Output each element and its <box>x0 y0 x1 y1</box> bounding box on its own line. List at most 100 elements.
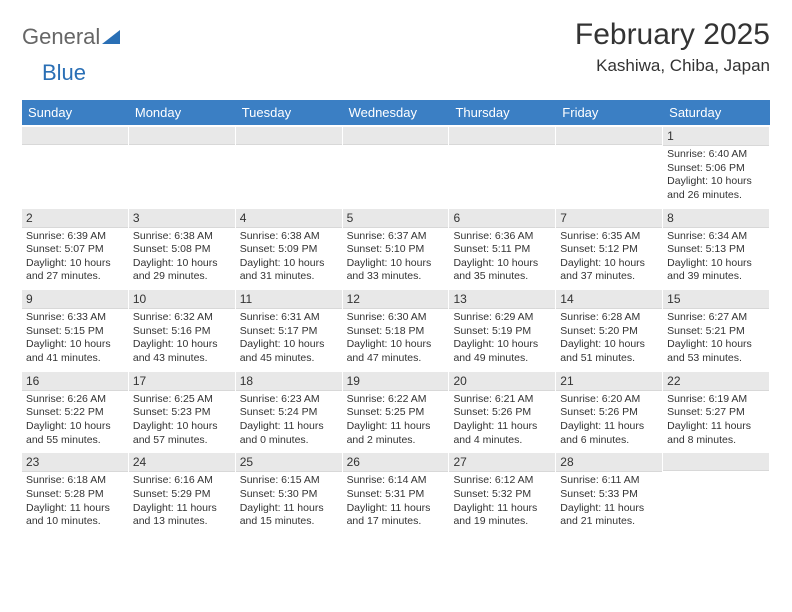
day-cell: 4 Sunrise: 6:38 AMSunset: 5:09 PMDaylight… <box>236 207 343 289</box>
day-info: Sunrise: 6:40 AMSunset: 5:06 PMDaylight:… <box>667 148 765 203</box>
day-cell: 21 Sunrise: 6:20 AMSunset: 5:26 PMDayligh… <box>556 370 663 452</box>
day-info: Sunrise: 6:19 AMSunset: 5:27 PMDaylight:… <box>667 393 765 448</box>
day-cell <box>663 451 770 533</box>
day-cell <box>236 125 343 207</box>
calendar: SundayMondayTuesdayWednesdayThursdayFrid… <box>22 100 770 533</box>
title-block: February 2025 Kashiwa, Chiba, Japan <box>575 18 770 76</box>
day-cell: 17 Sunrise: 6:25 AMSunset: 5:23 PMDayligh… <box>129 370 236 452</box>
day-cell: 6 Sunrise: 6:36 AMSunset: 5:11 PMDaylight… <box>449 207 556 289</box>
day-info: Sunrise: 6:21 AMSunset: 5:26 PMDaylight:… <box>453 393 551 448</box>
day-number: 26 <box>343 453 449 472</box>
day-info: Sunrise: 6:18 AMSunset: 5:28 PMDaylight:… <box>26 474 124 529</box>
month-title: February 2025 <box>575 18 770 52</box>
day-cell: 19 Sunrise: 6:22 AMSunset: 5:25 PMDayligh… <box>343 370 450 452</box>
day-cell: 18 Sunrise: 6:23 AMSunset: 5:24 PMDayligh… <box>236 370 343 452</box>
day-info: Sunrise: 6:29 AMSunset: 5:19 PMDaylight:… <box>453 311 551 366</box>
week-row: 9Sunrise: 6:33 AMSunset: 5:15 PMDaylight… <box>22 288 770 370</box>
day-cell: 9Sunrise: 6:33 AMSunset: 5:15 PMDaylight… <box>22 288 129 370</box>
day-number: 1 <box>663 127 769 146</box>
day-info: Sunrise: 6:11 AMSunset: 5:33 PMDaylight:… <box>560 474 658 529</box>
logo-triangle-icon <box>102 24 120 50</box>
day-info: Sunrise: 6:15 AMSunset: 5:30 PMDaylight:… <box>240 474 338 529</box>
day-info: Sunrise: 6:12 AMSunset: 5:32 PMDaylight:… <box>453 474 551 529</box>
day-info: Sunrise: 6:25 AMSunset: 5:23 PMDaylight:… <box>133 393 231 448</box>
empty-day-bar <box>22 127 128 145</box>
day-cell: 15 Sunrise: 6:27 AMSunset: 5:21 PMDayligh… <box>663 288 770 370</box>
day-number: 18 <box>236 372 342 391</box>
week-row: 16Sunrise: 6:26 AMSunset: 5:22 PMDayligh… <box>22 370 770 452</box>
day-number: 20 <box>449 372 555 391</box>
day-number: 4 <box>236 209 342 228</box>
day-number: 6 <box>449 209 555 228</box>
day-info: Sunrise: 6:23 AMSunset: 5:24 PMDaylight:… <box>240 393 338 448</box>
day-info: Sunrise: 6:31 AMSunset: 5:17 PMDaylight:… <box>240 311 338 366</box>
day-info: Sunrise: 6:37 AMSunset: 5:10 PMDaylight:… <box>347 230 445 285</box>
day-cell <box>343 125 450 207</box>
day-cell: 23 Sunrise: 6:18 AMSunset: 5:28 PMDayligh… <box>22 451 129 533</box>
day-number: 14 <box>556 290 662 309</box>
day-number: 13 <box>449 290 555 309</box>
day-info: Sunrise: 6:27 AMSunset: 5:21 PMDaylight:… <box>667 311 765 366</box>
day-number: 27 <box>449 453 555 472</box>
day-info: Sunrise: 6:22 AMSunset: 5:25 PMDaylight:… <box>347 393 445 448</box>
day-cell <box>129 125 236 207</box>
empty-day-bar <box>449 127 555 145</box>
week-row: 23 Sunrise: 6:18 AMSunset: 5:28 PMDayligh… <box>22 451 770 533</box>
day-cell: 28 Sunrise: 6:11 AMSunset: 5:33 PMDayligh… <box>556 451 663 533</box>
day-cell: 1 Sunrise: 6:40 AMSunset: 5:06 PMDaylight… <box>663 125 770 207</box>
day-cell: 10Sunrise: 6:32 AMSunset: 5:16 PMDayligh… <box>129 288 236 370</box>
day-number: 15 <box>663 290 769 309</box>
day-number: 22 <box>663 372 769 391</box>
day-header: Tuesday <box>236 100 343 125</box>
day-info: Sunrise: 6:28 AMSunset: 5:20 PMDaylight:… <box>560 311 658 366</box>
day-number: 19 <box>343 372 449 391</box>
day-cell: 13 Sunrise: 6:29 AMSunset: 5:19 PMDayligh… <box>449 288 556 370</box>
day-info: Sunrise: 6:35 AMSunset: 5:12 PMDaylight:… <box>560 230 658 285</box>
day-number: 12 <box>343 290 449 309</box>
day-cell: 8 Sunrise: 6:34 AMSunset: 5:13 PMDaylight… <box>663 207 770 289</box>
day-number: 7 <box>556 209 662 228</box>
day-header: Saturday <box>663 100 770 125</box>
day-number: 16 <box>22 372 128 391</box>
day-number: 23 <box>22 453 128 472</box>
day-info: Sunrise: 6:36 AMSunset: 5:11 PMDaylight:… <box>453 230 551 285</box>
calendar-header-row: SundayMondayTuesdayWednesdayThursdayFrid… <box>22 100 770 125</box>
day-number: 25 <box>236 453 342 472</box>
day-cell: 24 Sunrise: 6:16 AMSunset: 5:29 PMDayligh… <box>129 451 236 533</box>
day-number: 3 <box>129 209 235 228</box>
day-info: Sunrise: 6:39 AMSunset: 5:07 PMDaylight:… <box>26 230 124 285</box>
empty-day-bar <box>663 453 769 471</box>
day-number: 24 <box>129 453 235 472</box>
day-cell <box>556 125 663 207</box>
day-number: 21 <box>556 372 662 391</box>
day-cell: 22 Sunrise: 6:19 AMSunset: 5:27 PMDayligh… <box>663 370 770 452</box>
day-cell <box>449 125 556 207</box>
logo: General <box>22 18 121 50</box>
day-number: 9 <box>22 290 128 309</box>
logo-text-1: General <box>22 24 100 50</box>
day-cell: 25 Sunrise: 6:15 AMSunset: 5:30 PMDayligh… <box>236 451 343 533</box>
day-info: Sunrise: 6:30 AMSunset: 5:18 PMDaylight:… <box>347 311 445 366</box>
day-info: Sunrise: 6:38 AMSunset: 5:09 PMDaylight:… <box>240 230 338 285</box>
day-header: Sunday <box>22 100 129 125</box>
week-row: 2 Sunrise: 6:39 AMSunset: 5:07 PMDaylight… <box>22 207 770 289</box>
day-info: Sunrise: 6:20 AMSunset: 5:26 PMDaylight:… <box>560 393 658 448</box>
day-number: 17 <box>129 372 235 391</box>
location: Kashiwa, Chiba, Japan <box>575 56 770 76</box>
week-row: 1 Sunrise: 6:40 AMSunset: 5:06 PMDaylight… <box>22 125 770 207</box>
day-number: 2 <box>22 209 128 228</box>
day-cell: 11Sunrise: 6:31 AMSunset: 5:17 PMDayligh… <box>236 288 343 370</box>
day-info: Sunrise: 6:16 AMSunset: 5:29 PMDaylight:… <box>133 474 231 529</box>
day-cell: 2 Sunrise: 6:39 AMSunset: 5:07 PMDaylight… <box>22 207 129 289</box>
day-number: 5 <box>343 209 449 228</box>
day-cell: 27 Sunrise: 6:12 AMSunset: 5:32 PMDayligh… <box>449 451 556 533</box>
empty-day-bar <box>556 127 662 145</box>
day-info: Sunrise: 6:38 AMSunset: 5:08 PMDaylight:… <box>133 230 231 285</box>
day-number: 8 <box>663 209 769 228</box>
day-number: 28 <box>556 453 662 472</box>
day-header: Monday <box>129 100 236 125</box>
day-cell <box>22 125 129 207</box>
empty-day-bar <box>343 127 449 145</box>
day-info: Sunrise: 6:34 AMSunset: 5:13 PMDaylight:… <box>667 230 765 285</box>
day-header: Wednesday <box>343 100 450 125</box>
